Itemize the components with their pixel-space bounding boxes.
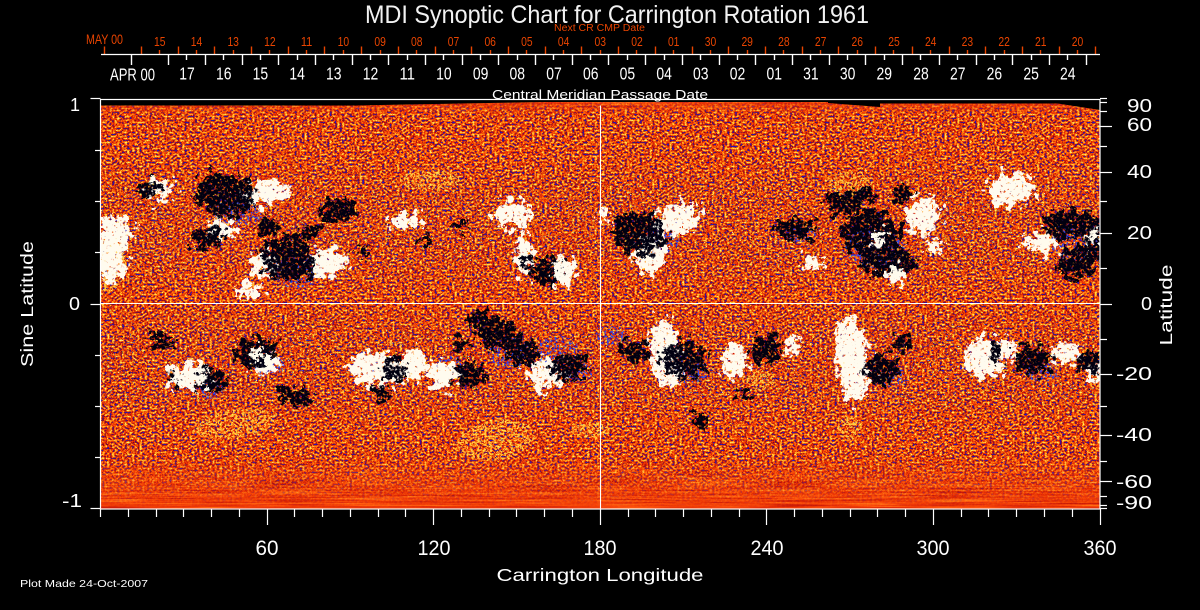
svg-text:20: 20 [1072, 34, 1084, 49]
svg-text:02: 02 [730, 64, 746, 84]
svg-text:28: 28 [913, 64, 929, 84]
svg-text:05: 05 [521, 34, 533, 49]
svg-text:07: 07 [546, 64, 562, 84]
svg-text:01: 01 [668, 34, 680, 49]
svg-text:Carrington Longitude: Carrington Longitude [497, 565, 704, 585]
svg-text:13: 13 [326, 64, 342, 84]
svg-text:03: 03 [693, 64, 709, 84]
svg-text:15: 15 [253, 64, 269, 84]
svg-text:120: 120 [418, 537, 451, 560]
svg-text:21: 21 [1035, 34, 1047, 49]
svg-text:09: 09 [374, 34, 386, 49]
svg-text:APR 00: APR 00 [110, 65, 155, 85]
svg-text:28: 28 [778, 34, 790, 49]
svg-text:14: 14 [191, 34, 203, 49]
svg-text:31: 31 [803, 64, 819, 84]
svg-text:0: 0 [1141, 293, 1152, 314]
svg-text:MAY 00: MAY 00 [86, 32, 123, 47]
svg-text:29: 29 [741, 34, 753, 49]
svg-text:06: 06 [583, 64, 599, 84]
svg-text:08: 08 [411, 34, 423, 49]
svg-text:13: 13 [227, 34, 239, 49]
svg-text:-60: -60 [1116, 471, 1152, 492]
svg-text:29: 29 [877, 64, 893, 84]
svg-text:08: 08 [510, 64, 526, 84]
svg-text:25: 25 [1023, 64, 1039, 84]
svg-text:90: 90 [1127, 95, 1152, 116]
svg-text:30: 30 [705, 34, 717, 49]
svg-text:26: 26 [987, 64, 1003, 84]
svg-text:Next CR CMP Date: Next CR CMP Date [554, 23, 645, 34]
svg-text:Central Meridian Passage Date: Central Meridian Passage Date [492, 87, 708, 102]
svg-text:60: 60 [256, 537, 279, 560]
svg-text:25: 25 [888, 34, 900, 49]
svg-text:22: 22 [998, 34, 1010, 49]
svg-text:23: 23 [962, 34, 974, 49]
svg-text:07: 07 [448, 34, 460, 49]
svg-text:-90: -90 [1116, 492, 1152, 513]
svg-text:14: 14 [289, 64, 305, 84]
svg-text:06: 06 [484, 34, 496, 49]
svg-text:180: 180 [584, 537, 617, 560]
svg-text:01: 01 [766, 64, 782, 84]
svg-text:Plot Made 24-Oct-2007: Plot Made 24-Oct-2007 [20, 578, 148, 590]
svg-text:15: 15 [154, 34, 166, 49]
svg-text:27: 27 [815, 34, 827, 49]
svg-text:12: 12 [363, 64, 379, 84]
svg-text:04: 04 [558, 34, 570, 49]
svg-text:10: 10 [338, 34, 350, 49]
svg-text:11: 11 [399, 64, 415, 84]
svg-text:Sine Latitude: Sine Latitude [17, 241, 37, 367]
svg-text:12: 12 [264, 34, 276, 49]
svg-text:-20: -20 [1116, 363, 1152, 384]
svg-text:17: 17 [179, 64, 195, 84]
svg-text:24: 24 [925, 34, 937, 49]
svg-text:16: 16 [216, 64, 232, 84]
svg-text:30: 30 [840, 64, 856, 84]
svg-text:0: 0 [69, 294, 80, 314]
svg-text:40: 40 [1127, 161, 1152, 182]
svg-text:11: 11 [301, 34, 313, 49]
svg-text:20: 20 [1127, 222, 1152, 243]
svg-text:-40: -40 [1116, 424, 1152, 445]
svg-text:24: 24 [1060, 64, 1076, 84]
svg-text:27: 27 [950, 64, 966, 84]
svg-text:10: 10 [436, 64, 452, 84]
svg-text:240: 240 [751, 537, 784, 560]
svg-text:02: 02 [631, 34, 643, 49]
svg-text:03: 03 [595, 34, 607, 49]
svg-text:60: 60 [1127, 114, 1152, 135]
svg-text:05: 05 [620, 64, 636, 84]
svg-text:26: 26 [852, 34, 864, 49]
svg-text:1: 1 [70, 95, 80, 115]
svg-text:360: 360 [1084, 537, 1117, 560]
svg-text:MDI Synoptic Chart for Carring: MDI Synoptic Chart for Carrington Rotati… [365, 1, 869, 29]
svg-text:300: 300 [917, 537, 950, 560]
svg-text:04: 04 [656, 64, 672, 84]
svg-text:09: 09 [473, 64, 489, 84]
svg-text:-1: -1 [62, 491, 82, 511]
svg-text:Latitude: Latitude [1156, 265, 1176, 346]
